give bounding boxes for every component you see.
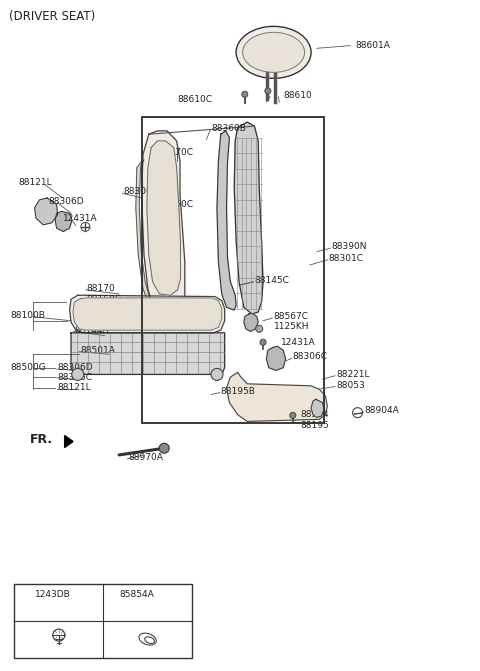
Polygon shape bbox=[234, 122, 263, 314]
Text: 88144A: 88144A bbox=[74, 325, 109, 335]
Text: 1125KH: 1125KH bbox=[274, 322, 309, 331]
Circle shape bbox=[242, 91, 248, 97]
Text: 88610: 88610 bbox=[283, 91, 312, 100]
Polygon shape bbox=[217, 131, 236, 310]
Circle shape bbox=[72, 368, 84, 380]
Text: 88306C: 88306C bbox=[293, 352, 328, 362]
Text: (DRIVER SEAT): (DRIVER SEAT) bbox=[9, 9, 95, 23]
Text: 88360B: 88360B bbox=[211, 124, 246, 134]
Text: 88500G: 88500G bbox=[11, 363, 46, 372]
Text: 88390N: 88390N bbox=[331, 242, 367, 252]
Text: 12431A: 12431A bbox=[63, 213, 98, 223]
Circle shape bbox=[256, 325, 263, 332]
Text: 88221L: 88221L bbox=[336, 370, 370, 379]
Text: 88970A: 88970A bbox=[129, 453, 164, 462]
Polygon shape bbox=[227, 372, 327, 421]
Bar bbox=[142, 117, 324, 423]
Text: 1243DB: 1243DB bbox=[35, 590, 70, 599]
Text: 88150C: 88150C bbox=[86, 295, 121, 304]
Text: 88306C: 88306C bbox=[58, 372, 93, 382]
Text: 88501A: 88501A bbox=[81, 346, 116, 355]
Polygon shape bbox=[65, 435, 73, 448]
Circle shape bbox=[159, 444, 169, 453]
Text: 88121L: 88121L bbox=[58, 383, 91, 393]
Polygon shape bbox=[70, 295, 225, 333]
Text: 88100B: 88100B bbox=[11, 311, 46, 320]
Polygon shape bbox=[266, 346, 286, 370]
Ellipse shape bbox=[242, 32, 305, 72]
Text: 88567C: 88567C bbox=[274, 312, 309, 321]
Text: 88350C: 88350C bbox=[158, 200, 193, 209]
Text: 88554: 88554 bbox=[300, 410, 329, 419]
Text: 88195: 88195 bbox=[300, 421, 329, 430]
Bar bbox=[142, 117, 324, 423]
Polygon shape bbox=[71, 333, 225, 374]
Text: 88170: 88170 bbox=[86, 284, 115, 293]
Text: 88121L: 88121L bbox=[18, 178, 52, 187]
Circle shape bbox=[265, 88, 271, 94]
Polygon shape bbox=[311, 399, 324, 417]
Polygon shape bbox=[55, 211, 72, 231]
Text: 88306D: 88306D bbox=[58, 363, 93, 372]
Text: 88904A: 88904A bbox=[365, 406, 399, 415]
Text: 88610C: 88610C bbox=[178, 95, 213, 104]
Text: 88370C: 88370C bbox=[158, 148, 193, 158]
Text: 88301C: 88301C bbox=[329, 254, 364, 263]
Circle shape bbox=[260, 340, 266, 345]
Text: 88195B: 88195B bbox=[221, 386, 256, 396]
Polygon shape bbox=[147, 141, 180, 295]
Ellipse shape bbox=[236, 26, 311, 79]
Text: 85854A: 85854A bbox=[119, 590, 154, 599]
Text: 88306D: 88306D bbox=[48, 197, 84, 206]
Circle shape bbox=[290, 413, 296, 418]
Polygon shape bbox=[142, 131, 185, 314]
Text: 88053: 88053 bbox=[336, 380, 365, 390]
Polygon shape bbox=[35, 198, 58, 225]
Text: 88300F: 88300F bbox=[124, 187, 158, 197]
Text: 88601A: 88601A bbox=[355, 41, 390, 50]
Text: 88145C: 88145C bbox=[254, 276, 289, 285]
Polygon shape bbox=[244, 313, 258, 331]
Bar bbox=[14, 584, 192, 658]
Circle shape bbox=[211, 368, 223, 380]
Polygon shape bbox=[73, 298, 222, 330]
Polygon shape bbox=[136, 160, 149, 302]
Text: FR.: FR. bbox=[30, 433, 53, 446]
Text: 12431A: 12431A bbox=[281, 338, 315, 347]
